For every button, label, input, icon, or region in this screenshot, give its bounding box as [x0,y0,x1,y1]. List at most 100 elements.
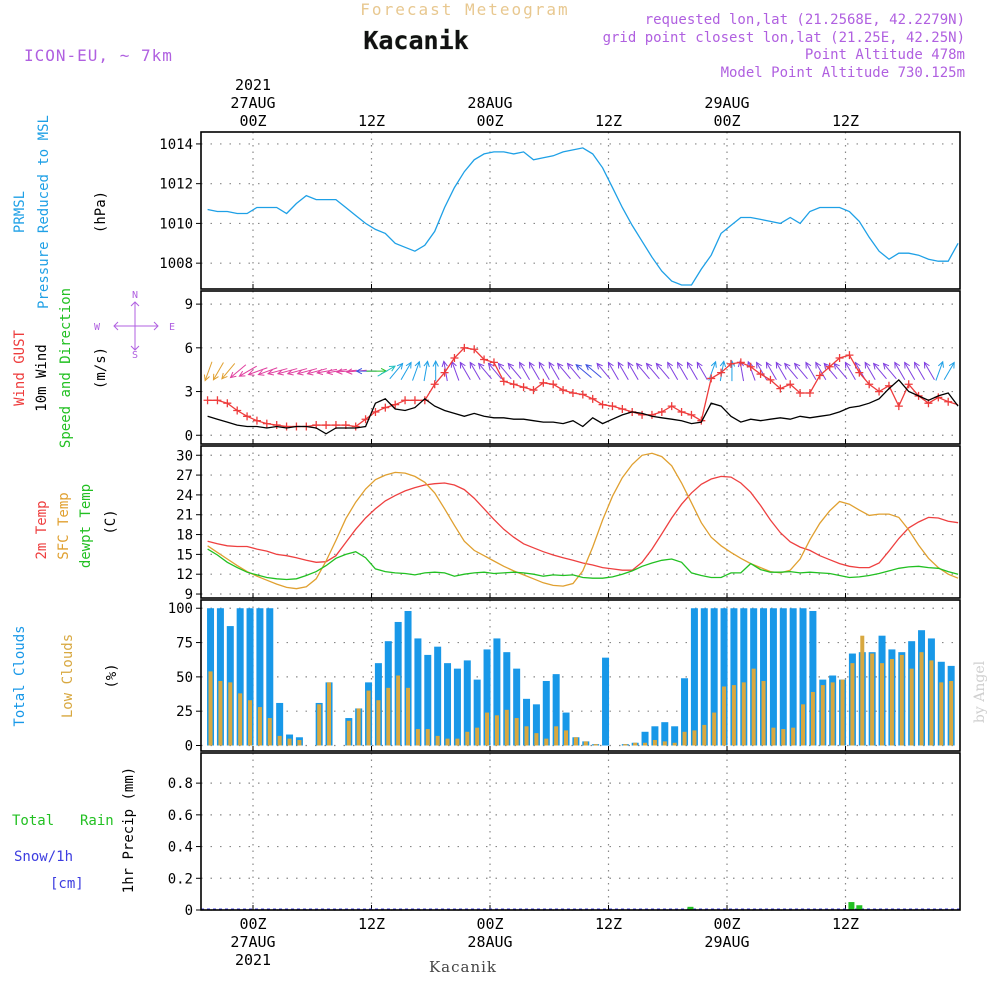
gust-marker [401,396,410,405]
wind-arrow-head [948,361,955,369]
gust-marker [657,407,666,416]
wind-arrow-head [229,371,237,379]
wind-arrow-head [316,368,324,376]
series-line-dewpt-temp [207,548,959,581]
gust-marker [608,402,617,411]
wind-arrow-head [844,361,851,369]
time-label: 00Z [713,915,740,933]
low-clouds-bar [939,682,944,746]
time-label: 12Z [832,915,859,933]
gust-marker [539,378,548,387]
total-clouds-bar [453,668,461,746]
gust-marker [568,389,577,397]
chart-subtitle: Forecast Meteogram [360,0,569,19]
time-label: 00Z [239,112,266,130]
wind-arrow-head [765,361,772,369]
precip-ytick-label: 0.8 [168,776,193,792]
wind-arrow-head [247,369,255,376]
wind-arrow [336,369,357,373]
series-line-2m-temp [207,475,959,571]
wind-arrow-head [585,364,592,371]
wind-arrow [883,363,897,380]
gust-marker [875,387,884,396]
wind-arrow-head [497,362,505,370]
total-clouds-bar [246,608,254,746]
wind-arrow [935,361,944,381]
low-clouds-bar [386,687,391,746]
temperature-frame [200,445,961,599]
gust-marker [746,362,755,371]
gust-marker [865,380,874,389]
total-clouds-bar [809,610,817,746]
low-clouds-bar [356,708,361,746]
wind-arrow-head [737,360,745,368]
wind-arrow [538,362,550,381]
low-clouds-bar [643,742,648,746]
low-clouds-bar [662,741,667,746]
wind-arrow [459,362,471,381]
label-total: Total [12,813,54,829]
low-clouds-bar [396,675,401,746]
wind-arrow [794,363,808,380]
gust-marker [391,400,400,409]
gust-marker [223,399,232,408]
gust-marker [480,355,489,364]
gust-marker [410,396,419,405]
wind-ytick-label: 6 [185,341,193,357]
gust-marker [351,422,360,431]
gust-marker [233,406,242,415]
wind-arrow-head [667,361,673,369]
wind-arrow [519,362,530,381]
wind-arrow [389,363,403,380]
wind-arrow-head [432,360,439,367]
total-clouds-bar [256,608,264,746]
wind-arrow [567,363,581,380]
total-clouds-bar [740,608,748,746]
wind-arrow-head [286,369,294,376]
wind-arrow [845,362,856,381]
total-clouds-bar [562,712,570,746]
gust-marker [272,421,281,430]
wind-arrow-head [914,361,920,369]
wind-arrow-head [238,370,246,377]
low-clouds-bar [722,686,727,746]
gust-marker [815,371,824,380]
ylabel-percent: (%) [104,663,120,688]
wind-arrow [596,363,611,380]
low-clouds-bar [327,682,332,746]
info-grid-point: grid point closest lon,lat (21.25E, 42.2… [603,30,965,46]
temperature-panel: 9 12 15 18 21 24 27 30 [176,445,961,603]
wind-arrow-head [276,369,284,376]
gust-marker [667,402,676,411]
low-clouds-bar [534,733,539,746]
total-clouds-bar [266,608,274,746]
total-clouds-bar [216,608,224,746]
total-clouds-bar [236,608,244,746]
wind-frame [200,290,961,445]
wind-arrow [687,362,698,381]
low-clouds-bar [741,682,746,746]
compass-west: W [94,322,101,333]
gust-marker [470,345,479,354]
temperature-ytick-label: 9 [185,587,193,603]
wind-arrow-head [923,361,930,369]
time-label: 27AUG [230,933,275,951]
low-clouds-bar [228,682,233,746]
series-line-10m-wind [207,378,959,435]
wind-arrow-head [335,368,343,375]
total-clouds-bar [532,704,540,746]
wind-arrow [747,361,756,381]
wind-arrow [667,362,679,381]
wind-arrow-head [414,360,421,368]
total-clouds-bar [690,608,698,746]
gust-marker [638,410,647,419]
series-line-sfc-temp [207,452,959,590]
pressure-panel: 1008 1010 1012 1014 [159,131,961,290]
model-label: ICON-EU, ~ 7km [24,46,173,65]
total-clouds-bar [799,608,807,746]
wind-arrow [507,363,522,380]
low-clouds-bar [544,738,549,746]
wind-arrow [287,368,308,375]
total-clouds-bar [493,638,501,746]
